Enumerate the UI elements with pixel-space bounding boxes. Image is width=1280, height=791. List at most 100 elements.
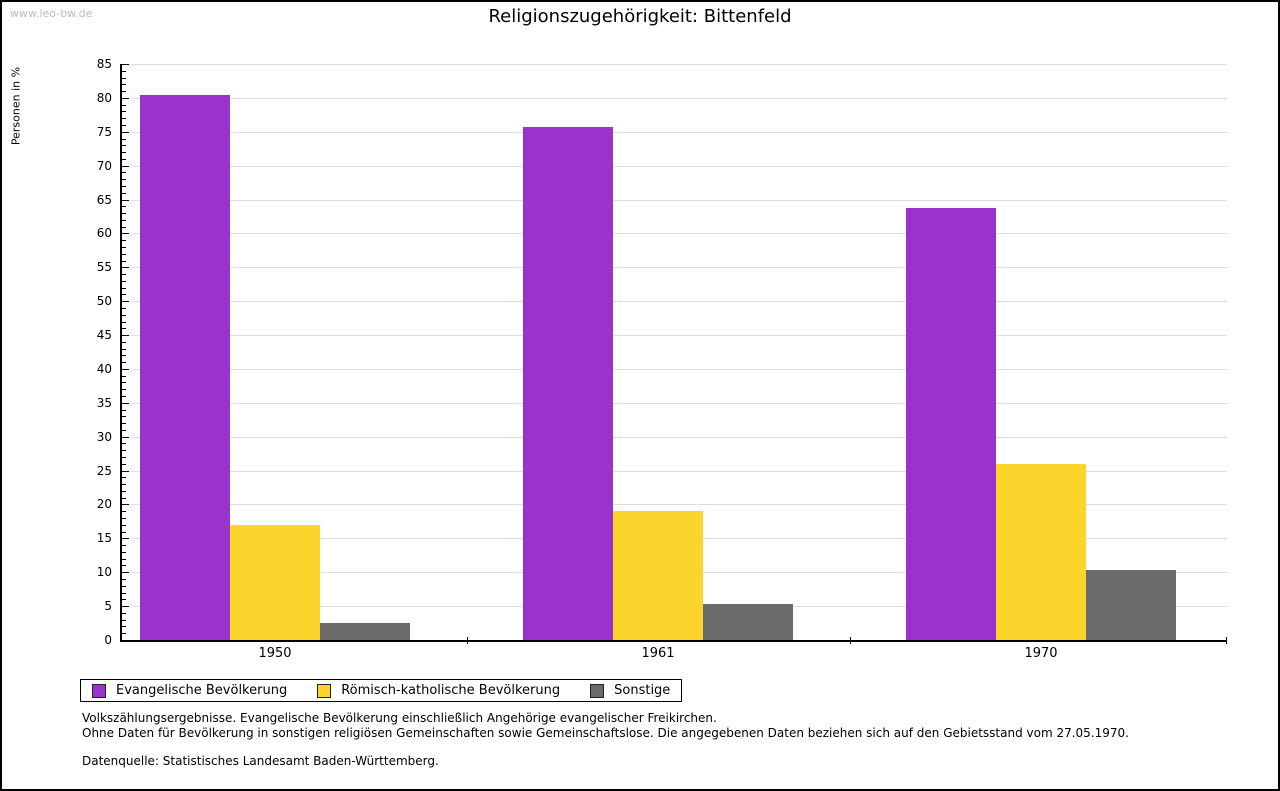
y-minor-tick-6 <box>122 599 126 601</box>
y-minor-tick-62 <box>122 219 126 221</box>
plot-area: 0 5 10 15 20 25 30 35 40 45 50 55 60 65 70 75 80 85 1950 19… <box>97 57 1227 661</box>
y-minor-tick-38 <box>122 382 126 384</box>
y-major-tick-5 <box>122 606 129 608</box>
y-minor-tick-72 <box>122 152 126 154</box>
legend-label: Römisch-katholische Bevölkerung <box>341 683 561 698</box>
y-minor-tick-44 <box>122 341 126 343</box>
y-major-tick-75 <box>122 131 129 133</box>
y-minor-tick-58 <box>122 246 126 248</box>
y-minor-tick-23 <box>122 484 126 486</box>
gridline-70 <box>122 165 1227 167</box>
footnotes: Volkszählungsergebnisse. Evangelische Be… <box>82 711 1129 769</box>
y-major-tick-10 <box>122 572 129 574</box>
y-minor-tick-67 <box>122 185 126 187</box>
bar-1950-r-misch-katholische-bev-lkerung <box>230 524 320 640</box>
y-axis-line <box>120 64 122 642</box>
gridline-50 <box>122 301 1227 303</box>
y-minor-tick-12 <box>122 558 126 560</box>
y-minor-tick-47 <box>122 321 126 323</box>
x-category-label-1950: 1950 <box>258 646 292 661</box>
y-tick-label-60: 60 <box>96 226 112 241</box>
y-minor-tick-4 <box>122 612 126 614</box>
y-minor-tick-68 <box>122 179 126 181</box>
x-axis-line <box>120 640 1227 642</box>
y-minor-tick-51 <box>122 294 126 296</box>
y-axis-title: Personen in % <box>9 66 23 146</box>
y-minor-tick-73 <box>122 145 126 147</box>
y-major-tick-70 <box>122 165 129 167</box>
bar-1970-evangelische-bev-lkerung <box>906 208 996 640</box>
y-minor-tick-46 <box>122 328 126 330</box>
y-tick-label-80: 80 <box>96 90 112 105</box>
y-minor-tick-71 <box>122 158 126 160</box>
y-minor-tick-27 <box>122 457 126 459</box>
y-minor-tick-61 <box>122 226 126 228</box>
legend-item-r-misch-katholische-bev-lkerung: Römisch-katholische Bevölkerung <box>317 683 560 698</box>
y-minor-tick-77 <box>122 118 126 120</box>
footnote-line: Ohne Daten für Bevölkerung in sonstigen … <box>82 726 1129 740</box>
gridline-55 <box>122 267 1227 269</box>
y-tick-label-15: 15 <box>96 531 112 546</box>
y-minor-tick-26 <box>122 463 126 465</box>
x-category-label-1961: 1961 <box>641 646 675 661</box>
y-minor-tick-32 <box>122 423 126 425</box>
y-major-tick-85 <box>122 64 129 65</box>
y-minor-tick-59 <box>122 240 126 242</box>
gridline-65 <box>122 199 1227 201</box>
y-minor-tick-19 <box>122 511 126 513</box>
bar-1961-sonstige <box>703 604 793 640</box>
legend-swatch <box>590 683 605 698</box>
gridline-85 <box>122 64 1227 65</box>
y-major-tick-30 <box>122 436 129 438</box>
y-minor-tick-16 <box>122 531 126 533</box>
legend-item-sonstige: Sonstige <box>590 683 670 698</box>
y-major-tick-25 <box>122 470 129 472</box>
gridline-25 <box>122 470 1227 472</box>
y-tick-label-20: 20 <box>96 497 112 512</box>
bar-1970-r-misch-katholische-bev-lkerung <box>996 463 1086 640</box>
gridline-80 <box>122 97 1227 99</box>
gridline-60 <box>122 233 1227 235</box>
y-major-tick-60 <box>122 233 129 235</box>
y-major-tick-65 <box>122 199 129 201</box>
y-tick-label-40: 40 <box>96 361 112 376</box>
y-minor-tick-79 <box>122 104 126 106</box>
y-major-tick-80 <box>122 97 129 99</box>
y-minor-tick-76 <box>122 124 126 126</box>
y-minor-tick-34 <box>122 409 126 411</box>
y-minor-tick-83 <box>122 77 126 79</box>
y-minor-tick-3 <box>122 619 126 621</box>
y-tick-label-85: 85 <box>96 57 112 71</box>
gridline-30 <box>122 436 1227 438</box>
y-minor-tick-41 <box>122 362 126 364</box>
y-minor-tick-37 <box>122 389 126 391</box>
gridline-40 <box>122 368 1227 370</box>
y-minor-tick-49 <box>122 307 126 309</box>
chart-title: Religionszugehörigkeit: Bittenfeld <box>488 6 792 27</box>
legend-swatch <box>92 683 106 698</box>
y-minor-tick-29 <box>122 443 126 445</box>
y-minor-tick-74 <box>122 138 126 140</box>
bar-1970-sonstige <box>1086 569 1176 640</box>
bar-1961-r-misch-katholische-bev-lkerung <box>613 511 703 640</box>
y-minor-tick-52 <box>122 287 126 289</box>
y-minor-tick-48 <box>122 314 126 316</box>
y-minor-tick-66 <box>122 192 126 194</box>
y-minor-tick-69 <box>122 172 126 174</box>
legend-label: Sonstige <box>614 683 671 698</box>
gridline-20 <box>122 504 1227 506</box>
y-minor-tick-11 <box>122 565 126 567</box>
y-minor-tick-7 <box>122 592 126 594</box>
y-tick-label-0: 0 <box>104 633 112 647</box>
y-minor-tick-84 <box>122 70 126 72</box>
y-tick-label-45: 45 <box>96 328 112 343</box>
bar-1950-evangelische-bev-lkerung <box>140 94 230 640</box>
y-minor-tick-33 <box>122 416 126 418</box>
y-tick-label-55: 55 <box>96 260 112 275</box>
y-tick-label-70: 70 <box>96 158 112 173</box>
y-minor-tick-39 <box>122 375 126 377</box>
y-minor-tick-17 <box>122 524 126 526</box>
y-minor-tick-18 <box>122 518 126 520</box>
y-tick-label-75: 75 <box>96 124 112 139</box>
watermark: www.leo-bw.de <box>10 7 93 20</box>
